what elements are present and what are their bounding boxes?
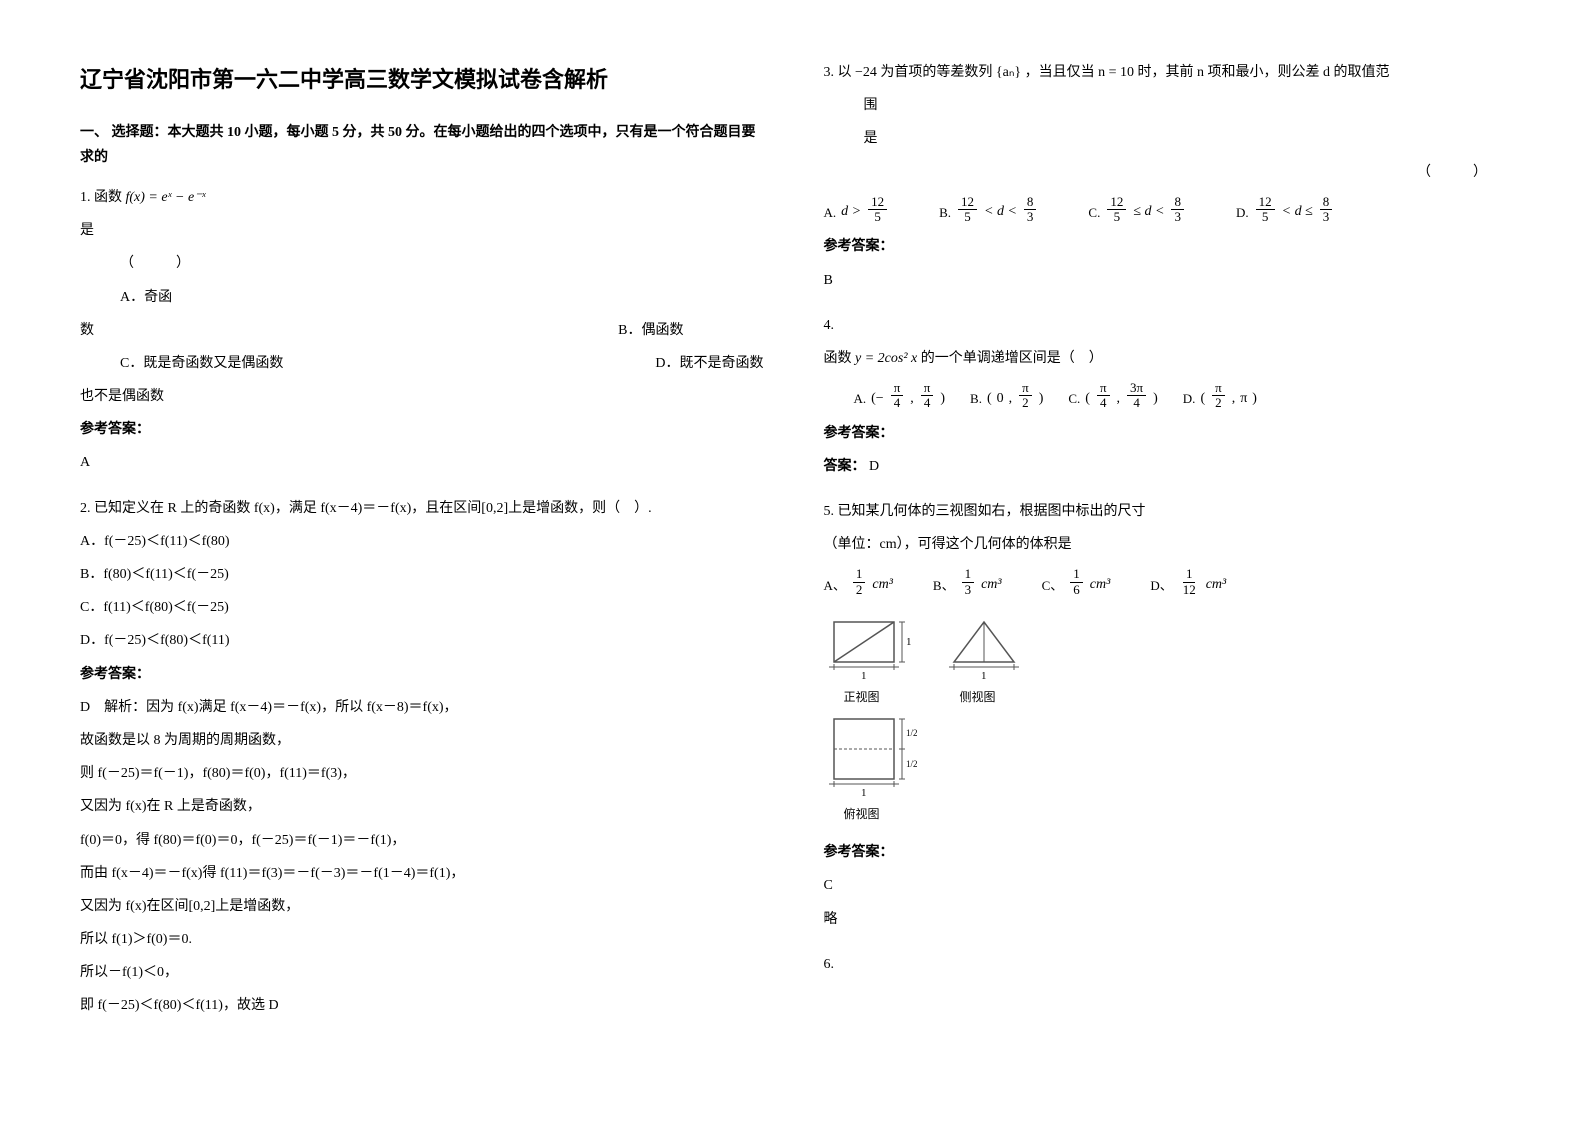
q3-opt-b: B. 125 < d < 83	[939, 195, 1038, 225]
q3-opt-c: C. 125 ≤ d < 83	[1088, 195, 1186, 225]
q5-opt-a: A、 12 cm³	[824, 567, 893, 597]
q2-sol-4: 又因为 f(x)在 R 上是奇函数，	[80, 794, 764, 819]
answer-label: 参考答案：	[80, 662, 764, 687]
q2-sol-1: D 解析：因为 f(x)满足 f(x－4)＝－f(x)，所以 f(x－8)＝f(…	[80, 695, 764, 720]
q1-opt-a: A．奇函	[120, 285, 764, 310]
q3-answer: B	[824, 268, 1508, 293]
q3-line3: 是	[864, 126, 1508, 151]
q2-opt-c: C．f(11)＜f(80)＜f(－25)	[80, 595, 764, 620]
q2-sol-8: 所以 f(1)＞f(0)＝0.	[80, 927, 764, 952]
q1-is: 是	[80, 218, 764, 243]
q2-sol-3: 则 f(－25)＝f(－1)，f(80)＝f(0)，f(11)＝f(3)，	[80, 761, 764, 786]
question-3: 3. 以 −24 为首项的等差数列 {aₙ} ，当且仅当 n = 10 时，其前…	[824, 60, 1508, 293]
answer-label: 参考答案：	[824, 840, 1508, 865]
dim-1: 1	[861, 670, 867, 682]
q5-stem-2: （单位：cm），可得这个几何体的体积是	[824, 532, 1508, 557]
q2-sol-2: 故函数是以 8 为周期的周期函数，	[80, 728, 764, 753]
q2-sol-10: 即 f(－25)＜f(80)＜f(11)，故选 D	[80, 993, 764, 1018]
q1-row-ab: 数 B．偶函数	[80, 318, 764, 343]
question-4: 4. 函数 y = 2cos² x 的一个单调递增区间是（ ） A. (− π4…	[824, 313, 1508, 479]
q5-note: 略	[824, 907, 1508, 932]
right-column: 3. 以 −24 为首项的等差数列 {aₙ} ，当且仅当 n = 10 时，其前…	[824, 60, 1508, 1062]
q1-answer: A	[80, 450, 764, 475]
side-view-svg: 1	[944, 612, 1034, 682]
section-heading: 一、 选择题：本大题共 10 小题，每小题 5 分，共 50 分。在每小题给出的…	[80, 120, 764, 170]
dim-half-2: 1/2	[906, 759, 918, 769]
top-view-svg: 1/2 1/2 1	[824, 709, 924, 799]
q2-opt-a: A．f(－25)＜f(11)＜f(80)	[80, 529, 764, 554]
q2-sol-5: f(0)＝0，得 f(80)＝f(0)＝0，f(－25)＝f(－1)＝－f(1)…	[80, 828, 764, 853]
q4-opt-c: C. ( π4 , 3π4 )	[1068, 381, 1157, 411]
dim-1: 1	[981, 670, 987, 682]
top-view-label: 俯视图	[844, 804, 880, 826]
dim-half-1: 1/2	[906, 728, 918, 738]
q1-row-cd: C．既是奇函数又是偶函数 D．既不是奇函数	[120, 351, 764, 376]
q5-opt-d: D、 112 cm³	[1150, 567, 1226, 597]
q4-opt-a: A. (− π4 , π4 )	[854, 381, 946, 411]
exam-title: 辽宁省沈阳市第一六二中学高三数学文模拟试卷含解析	[80, 60, 764, 100]
q1-stem: 1. 函数 f(x) = eˣ − e⁻ˣ	[80, 185, 764, 210]
front-view-svg: 1 1	[824, 612, 914, 682]
dim-1: 1	[861, 787, 867, 799]
q4-stem: 函数 y = 2cos² x 的一个单调递增区间是（ ）	[824, 346, 1508, 371]
q5-stem-1: 5. 已知某几何体的三视图如右，根据图中标出的尺寸	[824, 499, 1508, 524]
side-view: 1	[944, 612, 1034, 682]
q2-sol-7: 又因为 f(x)在区间[0,2]上是增函数，	[80, 894, 764, 919]
q4-options: A. (− π4 , π4 ) B. (0, π2 ) C. ( π4 , 3π…	[854, 381, 1508, 411]
q5-opt-c: C、 16 cm³	[1042, 567, 1111, 597]
q2-opt-b: B．f(80)＜f(11)＜f(－25)	[80, 562, 764, 587]
q4-opt-d: D. ( π2 ,π)	[1183, 381, 1257, 411]
answer-label: 参考答案：	[824, 421, 1508, 446]
dim-h: 1	[906, 636, 912, 648]
three-views-diagram: 1 1 1	[824, 612, 1508, 825]
q2-sol-6: 而由 f(x－4)＝－f(x)得 f(11)＝f(3)＝－f(－3)＝－f(1－…	[80, 861, 764, 886]
q1-opt-d2: 也不是偶函数	[80, 384, 764, 409]
question-6: 6.	[824, 952, 1508, 977]
q4-opt-b: B. (0, π2 )	[970, 381, 1043, 411]
front-view: 1 1	[824, 612, 914, 682]
q4-num: 4.	[824, 313, 1508, 338]
front-view-label: 正视图	[844, 687, 880, 709]
q6-num: 6.	[824, 952, 1508, 977]
q3-line2: 围	[864, 93, 1508, 118]
q3-opt-a: A. d > 125	[824, 195, 890, 225]
q1-paren: （ ）	[120, 251, 764, 276]
answer-label: 参考答案：	[80, 417, 764, 442]
views-top-row: 1 1 1	[824, 612, 1508, 682]
top-view: 1/2 1/2 1	[824, 709, 924, 799]
question-5: 5. 已知某几何体的三视图如右，根据图中标出的尺寸 （单位：cm），可得这个几何…	[824, 499, 1508, 932]
question-1: 1. 函数 f(x) = eˣ − e⁻ˣ 是 （ ） A．奇函 数 B．偶函数…	[80, 185, 764, 476]
view-labels-row-1: 正视图 侧视图	[824, 687, 1508, 709]
side-view-label: 侧视图	[960, 687, 996, 709]
view-labels-row-2: 俯视图	[824, 804, 1508, 826]
q3-options: A. d > 125 B. 125 < d < 83 C. 125 ≤ d < …	[824, 195, 1508, 225]
q3-stem: 3. 以 −24 为首项的等差数列 {aₙ} ，当且仅当 n = 10 时，其前…	[824, 60, 1508, 85]
q2-sol-9: 所以－f(1)＜0，	[80, 960, 764, 985]
q5-answer: C	[824, 873, 1508, 898]
q2-stem: 2. 已知定义在 R 上的奇函数 f(x)，满足 f(x－4)＝－f(x)，且在…	[80, 496, 764, 521]
left-column: 辽宁省沈阳市第一六二中学高三数学文模拟试卷含解析 一、 选择题：本大题共 10 …	[80, 60, 764, 1062]
answer-label: 参考答案：	[824, 234, 1508, 259]
q4-answer: 答案： D	[824, 454, 1508, 479]
q2-opt-d: D．f(－25)＜f(80)＜f(11)	[80, 628, 764, 653]
q5-opt-b: B、 13 cm³	[933, 567, 1002, 597]
q3-opt-d: D. 125 < d ≤ 83	[1236, 195, 1334, 225]
q5-options: A、 12 cm³ B、 13 cm³ C、 16 cm³ D、 112 cm³	[824, 567, 1508, 597]
views-bottom-row: 1/2 1/2 1	[824, 709, 1508, 799]
question-2: 2. 已知定义在 R 上的奇函数 f(x)，满足 f(x－4)＝－f(x)，且在…	[80, 496, 764, 1019]
